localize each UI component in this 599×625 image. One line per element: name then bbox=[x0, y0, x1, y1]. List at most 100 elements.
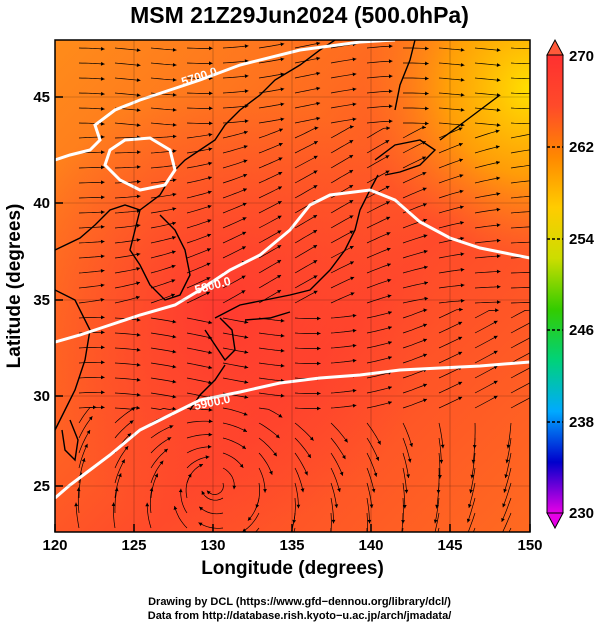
streamline bbox=[438, 77, 465, 81]
streamline-arrowhead bbox=[136, 332, 141, 337]
streamline bbox=[78, 92, 105, 95]
streamline bbox=[222, 467, 235, 490]
x-tick-labels: 120 125 130 135 140 145 150 bbox=[42, 537, 542, 554]
streamline bbox=[330, 215, 354, 229]
streamline-arrowhead bbox=[569, 285, 573, 289]
streamline-arrowhead bbox=[199, 506, 204, 511]
streamline-arrowhead bbox=[425, 61, 429, 66]
streamline bbox=[150, 460, 164, 484]
streamline bbox=[507, 422, 512, 449]
streamline-arrowhead bbox=[496, 78, 501, 82]
streamline bbox=[474, 240, 501, 244]
streamline bbox=[510, 287, 530, 289]
streamline-arrowhead bbox=[241, 290, 246, 294]
streamline-arrowhead bbox=[243, 159, 248, 164]
streamline bbox=[402, 422, 413, 447]
streamline bbox=[150, 425, 174, 439]
streamline bbox=[185, 473, 192, 499]
streamline bbox=[114, 151, 141, 154]
streamline-arrowhead bbox=[460, 108, 465, 112]
streamline-arrowhead bbox=[135, 295, 140, 300]
streamline-arrowhead bbox=[244, 380, 249, 384]
streamline bbox=[330, 292, 355, 304]
streamline bbox=[474, 395, 498, 409]
streamline-arrowhead bbox=[136, 362, 141, 367]
streamline-arrowhead bbox=[206, 262, 211, 267]
streamline bbox=[294, 437, 312, 459]
streamline bbox=[330, 497, 334, 524]
streamline-arrowhead bbox=[171, 293, 175, 298]
streamline-arrowhead bbox=[407, 458, 412, 463]
streamline-arrowhead bbox=[313, 275, 318, 279]
streamline bbox=[78, 443, 88, 469]
streamline-arrowhead bbox=[349, 246, 354, 250]
streamline-arrowhead bbox=[172, 93, 177, 97]
streamline-arrowhead bbox=[101, 165, 105, 170]
streamline bbox=[330, 482, 338, 508]
streamline bbox=[510, 122, 530, 125]
streamline bbox=[186, 347, 213, 354]
streamline-arrowhead bbox=[569, 105, 573, 109]
coastline-china-east bbox=[55, 289, 91, 431]
streamline-arrowhead bbox=[567, 308, 571, 312]
streamline bbox=[222, 377, 249, 383]
streamline-arrowhead bbox=[313, 245, 318, 249]
coastline-hokkaido bbox=[374, 139, 437, 176]
streamline-arrowhead bbox=[93, 405, 97, 410]
streamline bbox=[78, 241, 105, 244]
x-axis bbox=[54, 524, 531, 532]
streamline bbox=[114, 195, 141, 199]
streamline-arrowhead bbox=[244, 335, 249, 339]
streamline-arrowhead bbox=[459, 174, 464, 178]
streamline-arrowhead bbox=[100, 46, 105, 51]
streamline bbox=[330, 73, 357, 79]
streamline bbox=[77, 487, 80, 514]
streamline bbox=[330, 126, 354, 139]
streamline-arrowhead bbox=[459, 189, 464, 194]
streamline bbox=[222, 145, 248, 154]
streamline bbox=[366, 201, 390, 214]
streamline bbox=[438, 253, 465, 259]
streamline-arrowhead bbox=[136, 179, 141, 184]
contour-5700-loop bbox=[103, 136, 177, 192]
streamline-arrowhead bbox=[469, 489, 473, 494]
streamline-arrowhead bbox=[460, 252, 465, 257]
streamline-arrowhead bbox=[349, 125, 354, 129]
streamline bbox=[474, 130, 500, 139]
streamline-arrowhead bbox=[171, 250, 176, 255]
streamline-arrowhead bbox=[172, 192, 177, 197]
streamline-arrowhead bbox=[386, 126, 390, 131]
streamline bbox=[180, 488, 188, 514]
streamline bbox=[366, 170, 390, 184]
streamline-arrowhead bbox=[121, 459, 125, 464]
streamline bbox=[222, 60, 249, 64]
streamline bbox=[330, 58, 357, 64]
streamline bbox=[538, 498, 547, 522]
streamline bbox=[403, 122, 429, 124]
streamline-arrowhead bbox=[470, 474, 475, 479]
streamline-arrowhead bbox=[172, 364, 177, 369]
streamline-arrowhead bbox=[136, 347, 141, 352]
streamline bbox=[402, 338, 428, 349]
streamline bbox=[222, 75, 249, 79]
streamline bbox=[403, 47, 429, 49]
streamline-arrowhead bbox=[101, 330, 105, 335]
streamline-arrowhead bbox=[352, 313, 357, 318]
streamline bbox=[330, 261, 355, 274]
streamline bbox=[150, 222, 177, 229]
streamline bbox=[330, 389, 357, 394]
streamline bbox=[366, 401, 392, 409]
streamline-arrowhead bbox=[460, 48, 465, 52]
streamline-arrowhead bbox=[352, 117, 357, 122]
streamline bbox=[402, 187, 427, 199]
streamline-arrowhead bbox=[422, 203, 427, 207]
streamline bbox=[294, 244, 318, 259]
streamline bbox=[402, 297, 429, 304]
streamline-arrowhead bbox=[84, 443, 88, 448]
x-tick-label: 140 bbox=[358, 537, 383, 554]
streamline bbox=[114, 473, 122, 499]
streamline bbox=[114, 296, 140, 304]
streamline bbox=[438, 221, 464, 229]
streamline bbox=[294, 57, 321, 64]
streamline bbox=[330, 467, 341, 493]
